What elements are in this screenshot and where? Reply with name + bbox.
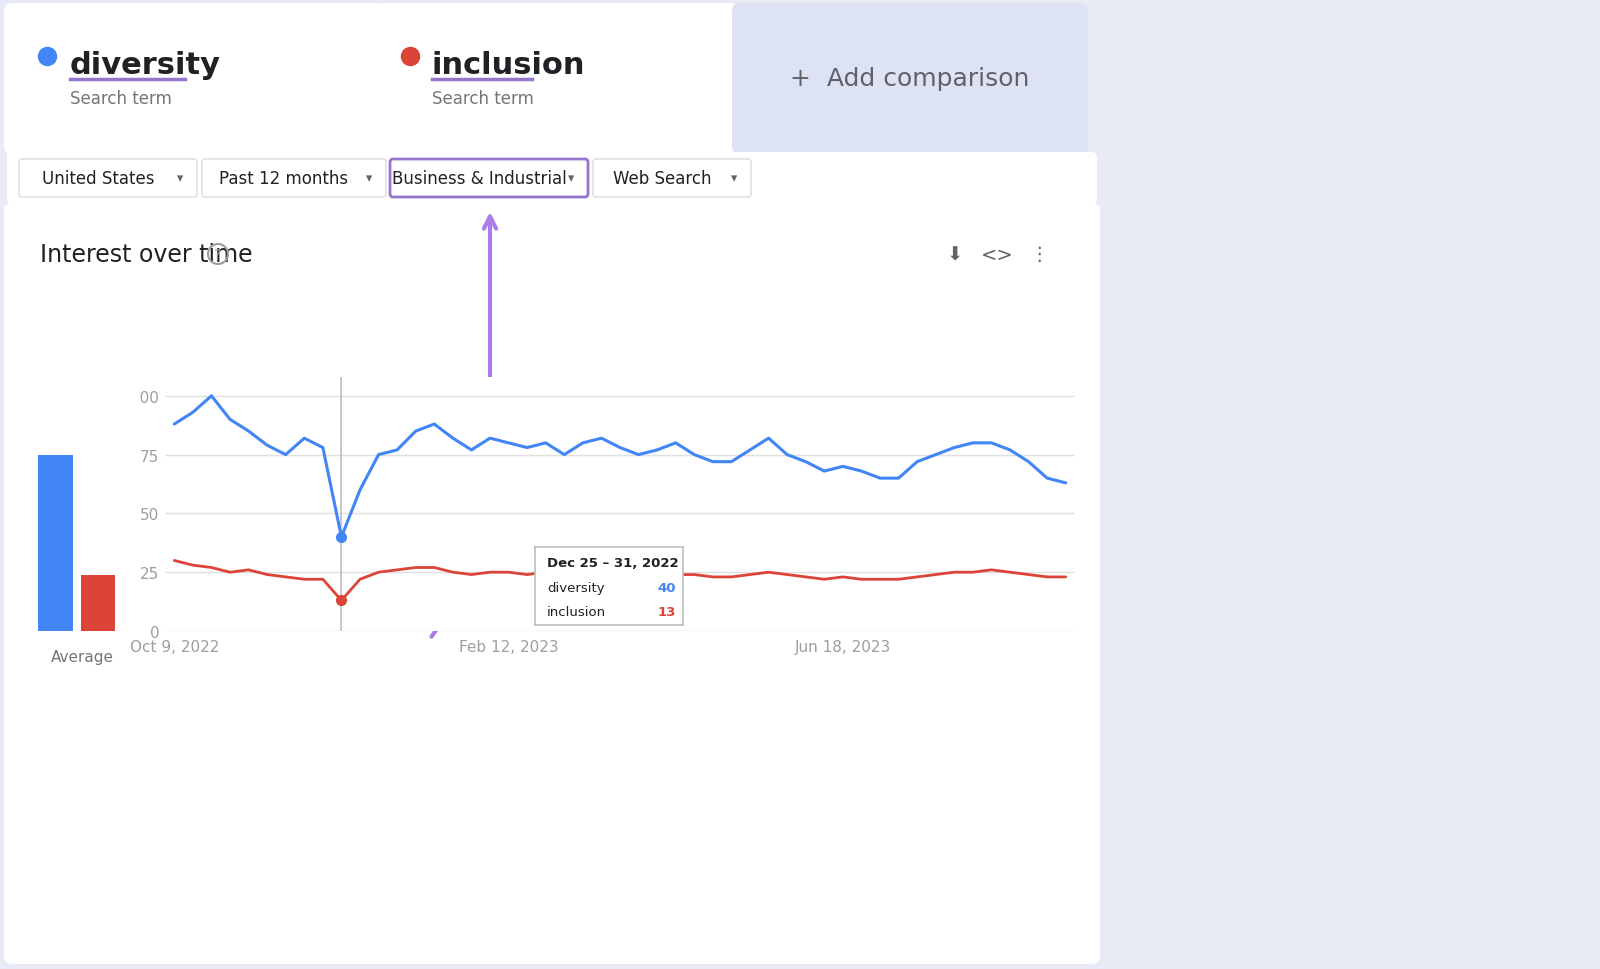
Text: inclusion: inclusion <box>547 605 606 618</box>
FancyBboxPatch shape <box>733 4 1088 155</box>
Text: ⬇: ⬇ <box>947 245 963 265</box>
Text: 13: 13 <box>658 605 675 618</box>
Text: ▾: ▾ <box>178 172 182 185</box>
Text: diversity: diversity <box>70 50 221 79</box>
Text: inclusion: inclusion <box>432 50 586 79</box>
FancyBboxPatch shape <box>594 160 750 198</box>
FancyBboxPatch shape <box>3 4 386 155</box>
Text: ?: ? <box>214 248 222 262</box>
Text: Past 12 months: Past 12 months <box>219 170 349 188</box>
Text: United States: United States <box>42 170 154 188</box>
Text: Search term: Search term <box>432 90 534 108</box>
Text: Dec 25 – 31, 2022: Dec 25 – 31, 2022 <box>547 557 678 570</box>
FancyBboxPatch shape <box>378 4 738 155</box>
Text: Web Search: Web Search <box>613 170 712 188</box>
Text: Search term: Search term <box>70 90 171 108</box>
FancyBboxPatch shape <box>6 153 1098 204</box>
FancyBboxPatch shape <box>390 160 589 198</box>
Text: 40: 40 <box>658 581 675 595</box>
FancyBboxPatch shape <box>19 160 197 198</box>
Text: ▾: ▾ <box>568 172 574 185</box>
Text: ⋮: ⋮ <box>1029 245 1048 265</box>
Text: Business & Industrial: Business & Industrial <box>392 170 566 188</box>
FancyBboxPatch shape <box>3 203 1101 964</box>
Text: +  Add comparison: + Add comparison <box>790 67 1030 91</box>
Text: Interest over time: Interest over time <box>40 243 253 266</box>
Text: ▾: ▾ <box>366 172 373 185</box>
Text: <>: <> <box>981 245 1013 265</box>
FancyBboxPatch shape <box>202 160 386 198</box>
Text: Average: Average <box>51 649 114 665</box>
Text: ▾: ▾ <box>731 172 738 185</box>
Text: diversity: diversity <box>547 581 605 595</box>
Bar <box>38 455 74 632</box>
Bar <box>80 575 115 632</box>
